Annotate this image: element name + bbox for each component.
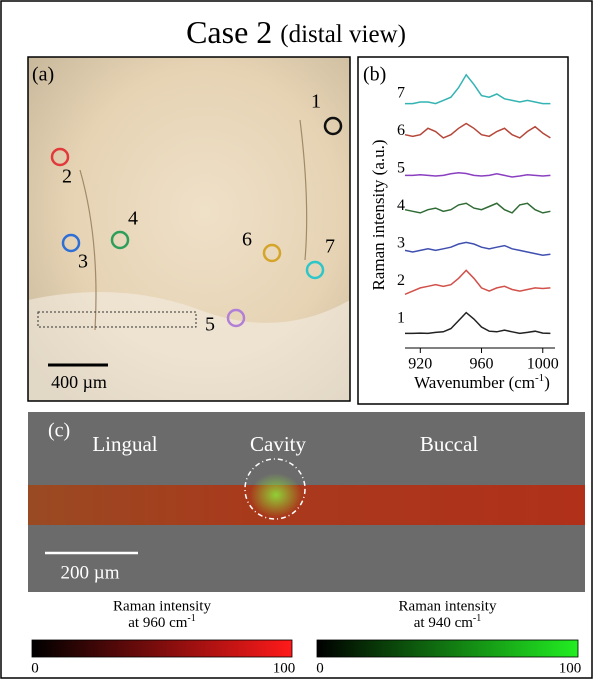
series-label: 2	[397, 272, 405, 289]
panel-label: (a)	[32, 64, 54, 86]
colorbar-subtitle: at 960 cm-1	[128, 613, 196, 631]
colorbar-min: 0	[31, 660, 39, 676]
marker-label: 6	[242, 229, 252, 251]
x-tick-label: 1000	[527, 356, 559, 373]
colorbar	[317, 640, 578, 657]
panel-b-border	[358, 57, 568, 404]
series-label: 7	[397, 85, 405, 102]
marker-label: 4	[128, 208, 138, 230]
series-label: 1	[397, 310, 405, 327]
figure: Case 2 (distal view) (a) 400 µm 1234567 …	[0, 0, 593, 679]
colorbar-subtitle-sup: -1	[187, 613, 195, 624]
colorbar-subtitle-text: at 940 cm	[414, 615, 473, 631]
marker-label: 7	[325, 236, 335, 258]
panel-label: (b)	[363, 64, 386, 86]
marker-label: 1	[311, 91, 321, 113]
x-label-text: Wavenumber (cm	[414, 373, 535, 392]
cavity-signal	[250, 473, 302, 517]
colorbar-subtitle-sup: -1	[473, 613, 481, 624]
raman-map	[28, 485, 585, 525]
colorbar-title: Raman intensity	[399, 598, 497, 614]
colorbar	[32, 640, 292, 657]
series-label: 5	[397, 160, 405, 177]
x-tick-label: 960	[470, 356, 494, 373]
marker-label: 2	[62, 166, 72, 188]
title-suffix: (distal view)	[280, 21, 406, 48]
colorbar-title: Raman intensity	[113, 598, 211, 614]
colorbar-max: 100	[273, 660, 296, 676]
title-main: Case 2	[186, 14, 272, 50]
colorbar-subtitle: at 940 cm-1	[414, 613, 482, 631]
panel-label: (c)	[48, 420, 70, 442]
region-label: Buccal	[420, 432, 478, 456]
scale-bar-label: 200 µm	[61, 562, 120, 583]
y-axis-label: Raman intensity (a.u.)	[369, 139, 388, 290]
scale-bar-label: 400 µm	[51, 372, 107, 392]
marker-label: 5	[205, 314, 215, 336]
series-label: 4	[397, 197, 405, 214]
series-label: 6	[397, 122, 405, 139]
x-label-end: )	[544, 373, 550, 392]
marker-label: 3	[78, 251, 88, 273]
region-label: Cavity	[250, 432, 306, 456]
colorbar-max: 100	[559, 660, 582, 676]
x-label-sup: -1	[535, 372, 544, 384]
series-label: 3	[397, 235, 405, 252]
x-axis-label: Wavenumber (cm-1)	[414, 372, 550, 392]
x-tick-label: 920	[408, 356, 432, 373]
region-label: Lingual	[92, 432, 157, 456]
colorbar-min: 0	[316, 660, 324, 676]
colorbar-subtitle-text: at 960 cm	[128, 615, 187, 631]
